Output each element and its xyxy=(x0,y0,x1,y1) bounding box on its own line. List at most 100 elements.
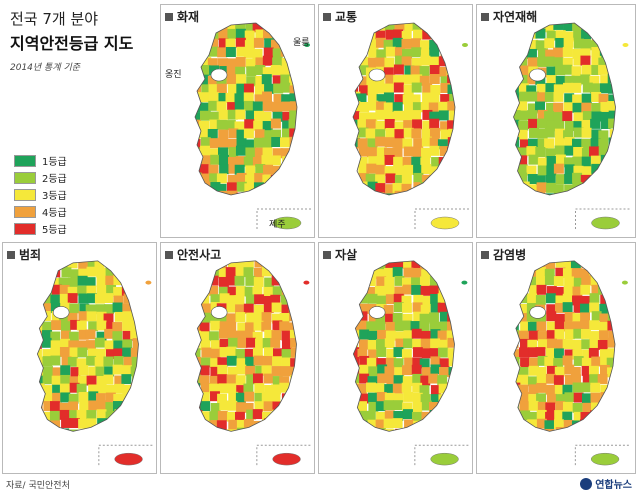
region-cell xyxy=(140,321,150,331)
region-cell xyxy=(572,23,583,31)
region-cell xyxy=(50,340,61,351)
region-cell xyxy=(121,374,132,385)
region-cell xyxy=(112,302,123,313)
region-cell xyxy=(61,356,72,367)
region-cell xyxy=(410,65,421,76)
region-cell xyxy=(421,192,432,195)
region-cell xyxy=(546,120,557,131)
region-cell xyxy=(458,138,468,148)
region-cell xyxy=(608,268,615,279)
region-cell xyxy=(95,304,106,315)
region-cell xyxy=(456,85,466,95)
region-cell xyxy=(226,346,237,357)
region-cell xyxy=(546,304,557,315)
legend-label: 3등급 xyxy=(42,191,67,202)
region-cell xyxy=(383,83,394,94)
region-cell xyxy=(440,121,451,132)
region-cell xyxy=(254,260,265,268)
region-cell xyxy=(262,67,273,78)
region-cell xyxy=(440,23,451,30)
region-cell xyxy=(70,367,81,378)
region-cell xyxy=(513,56,521,67)
region-cell xyxy=(529,285,540,296)
region-cell xyxy=(227,28,238,39)
region-cell xyxy=(262,121,273,132)
korea-map xyxy=(194,260,311,466)
region-cell xyxy=(385,128,396,139)
region-cell xyxy=(141,287,151,297)
region-cell xyxy=(564,120,575,131)
region-cell xyxy=(131,302,139,313)
region-cell xyxy=(411,260,422,269)
region-cell xyxy=(376,295,387,306)
region-cell xyxy=(513,30,519,41)
region-cell xyxy=(430,266,441,277)
region-cell xyxy=(228,156,239,167)
region-cell xyxy=(617,331,627,341)
region-cell xyxy=(429,312,439,323)
source-text: 자료/ 국민안전처 xyxy=(6,481,70,491)
region-cell xyxy=(357,46,368,57)
region-cell xyxy=(271,384,281,395)
region-cell xyxy=(195,418,202,429)
region-cell xyxy=(527,427,538,432)
region-cell xyxy=(589,374,600,385)
region-cell xyxy=(448,267,455,278)
region-cell xyxy=(219,164,230,175)
region-cell xyxy=(103,374,114,385)
region-cell xyxy=(77,285,88,296)
region-cell xyxy=(383,400,394,411)
region-cell xyxy=(59,383,70,394)
region-cell xyxy=(429,65,440,76)
region-cell xyxy=(253,37,264,48)
region-cell xyxy=(403,338,414,349)
region-cell xyxy=(617,112,627,122)
region-cell xyxy=(353,285,361,296)
region-cell xyxy=(217,393,227,404)
region-cell xyxy=(218,276,229,287)
region-cell xyxy=(199,331,210,342)
region-cell xyxy=(87,293,97,304)
region-cell xyxy=(581,147,592,158)
region-cell xyxy=(553,57,564,68)
region-cell xyxy=(366,382,376,393)
region-cell xyxy=(564,260,575,270)
region-cell xyxy=(263,286,274,297)
region-cell xyxy=(114,383,125,394)
region-cell xyxy=(544,356,555,367)
region-cell xyxy=(555,394,566,405)
region-cell xyxy=(280,174,291,185)
region-cell xyxy=(412,74,423,85)
region-cell xyxy=(517,38,528,49)
region-cell xyxy=(359,303,370,314)
region-cell xyxy=(261,365,272,376)
region-cell xyxy=(517,47,528,58)
region-cell xyxy=(300,394,310,404)
region-cell xyxy=(365,128,376,139)
region-cell xyxy=(513,349,521,360)
region-cell xyxy=(439,277,450,288)
region-cell xyxy=(290,148,297,159)
region-cell xyxy=(599,313,610,324)
region-cell xyxy=(281,304,292,315)
region-cell xyxy=(199,276,210,287)
region-cell xyxy=(37,411,44,422)
region-cell xyxy=(420,375,431,386)
region-cell xyxy=(228,295,239,306)
region-cell xyxy=(562,384,573,395)
region-cell xyxy=(395,428,406,432)
region-cell xyxy=(527,411,538,422)
korea-map xyxy=(513,260,629,466)
region-cell xyxy=(299,267,309,277)
region-cell xyxy=(353,393,359,404)
region-cell xyxy=(41,337,52,348)
region-cell xyxy=(353,119,359,130)
region-cell xyxy=(195,286,202,297)
region-cell xyxy=(130,286,139,297)
region-cell xyxy=(457,304,467,314)
region-cell xyxy=(234,295,245,306)
legend-swatch xyxy=(14,205,36,218)
region-cell xyxy=(437,375,448,385)
region-cell xyxy=(420,49,431,60)
region-cell xyxy=(537,339,548,350)
